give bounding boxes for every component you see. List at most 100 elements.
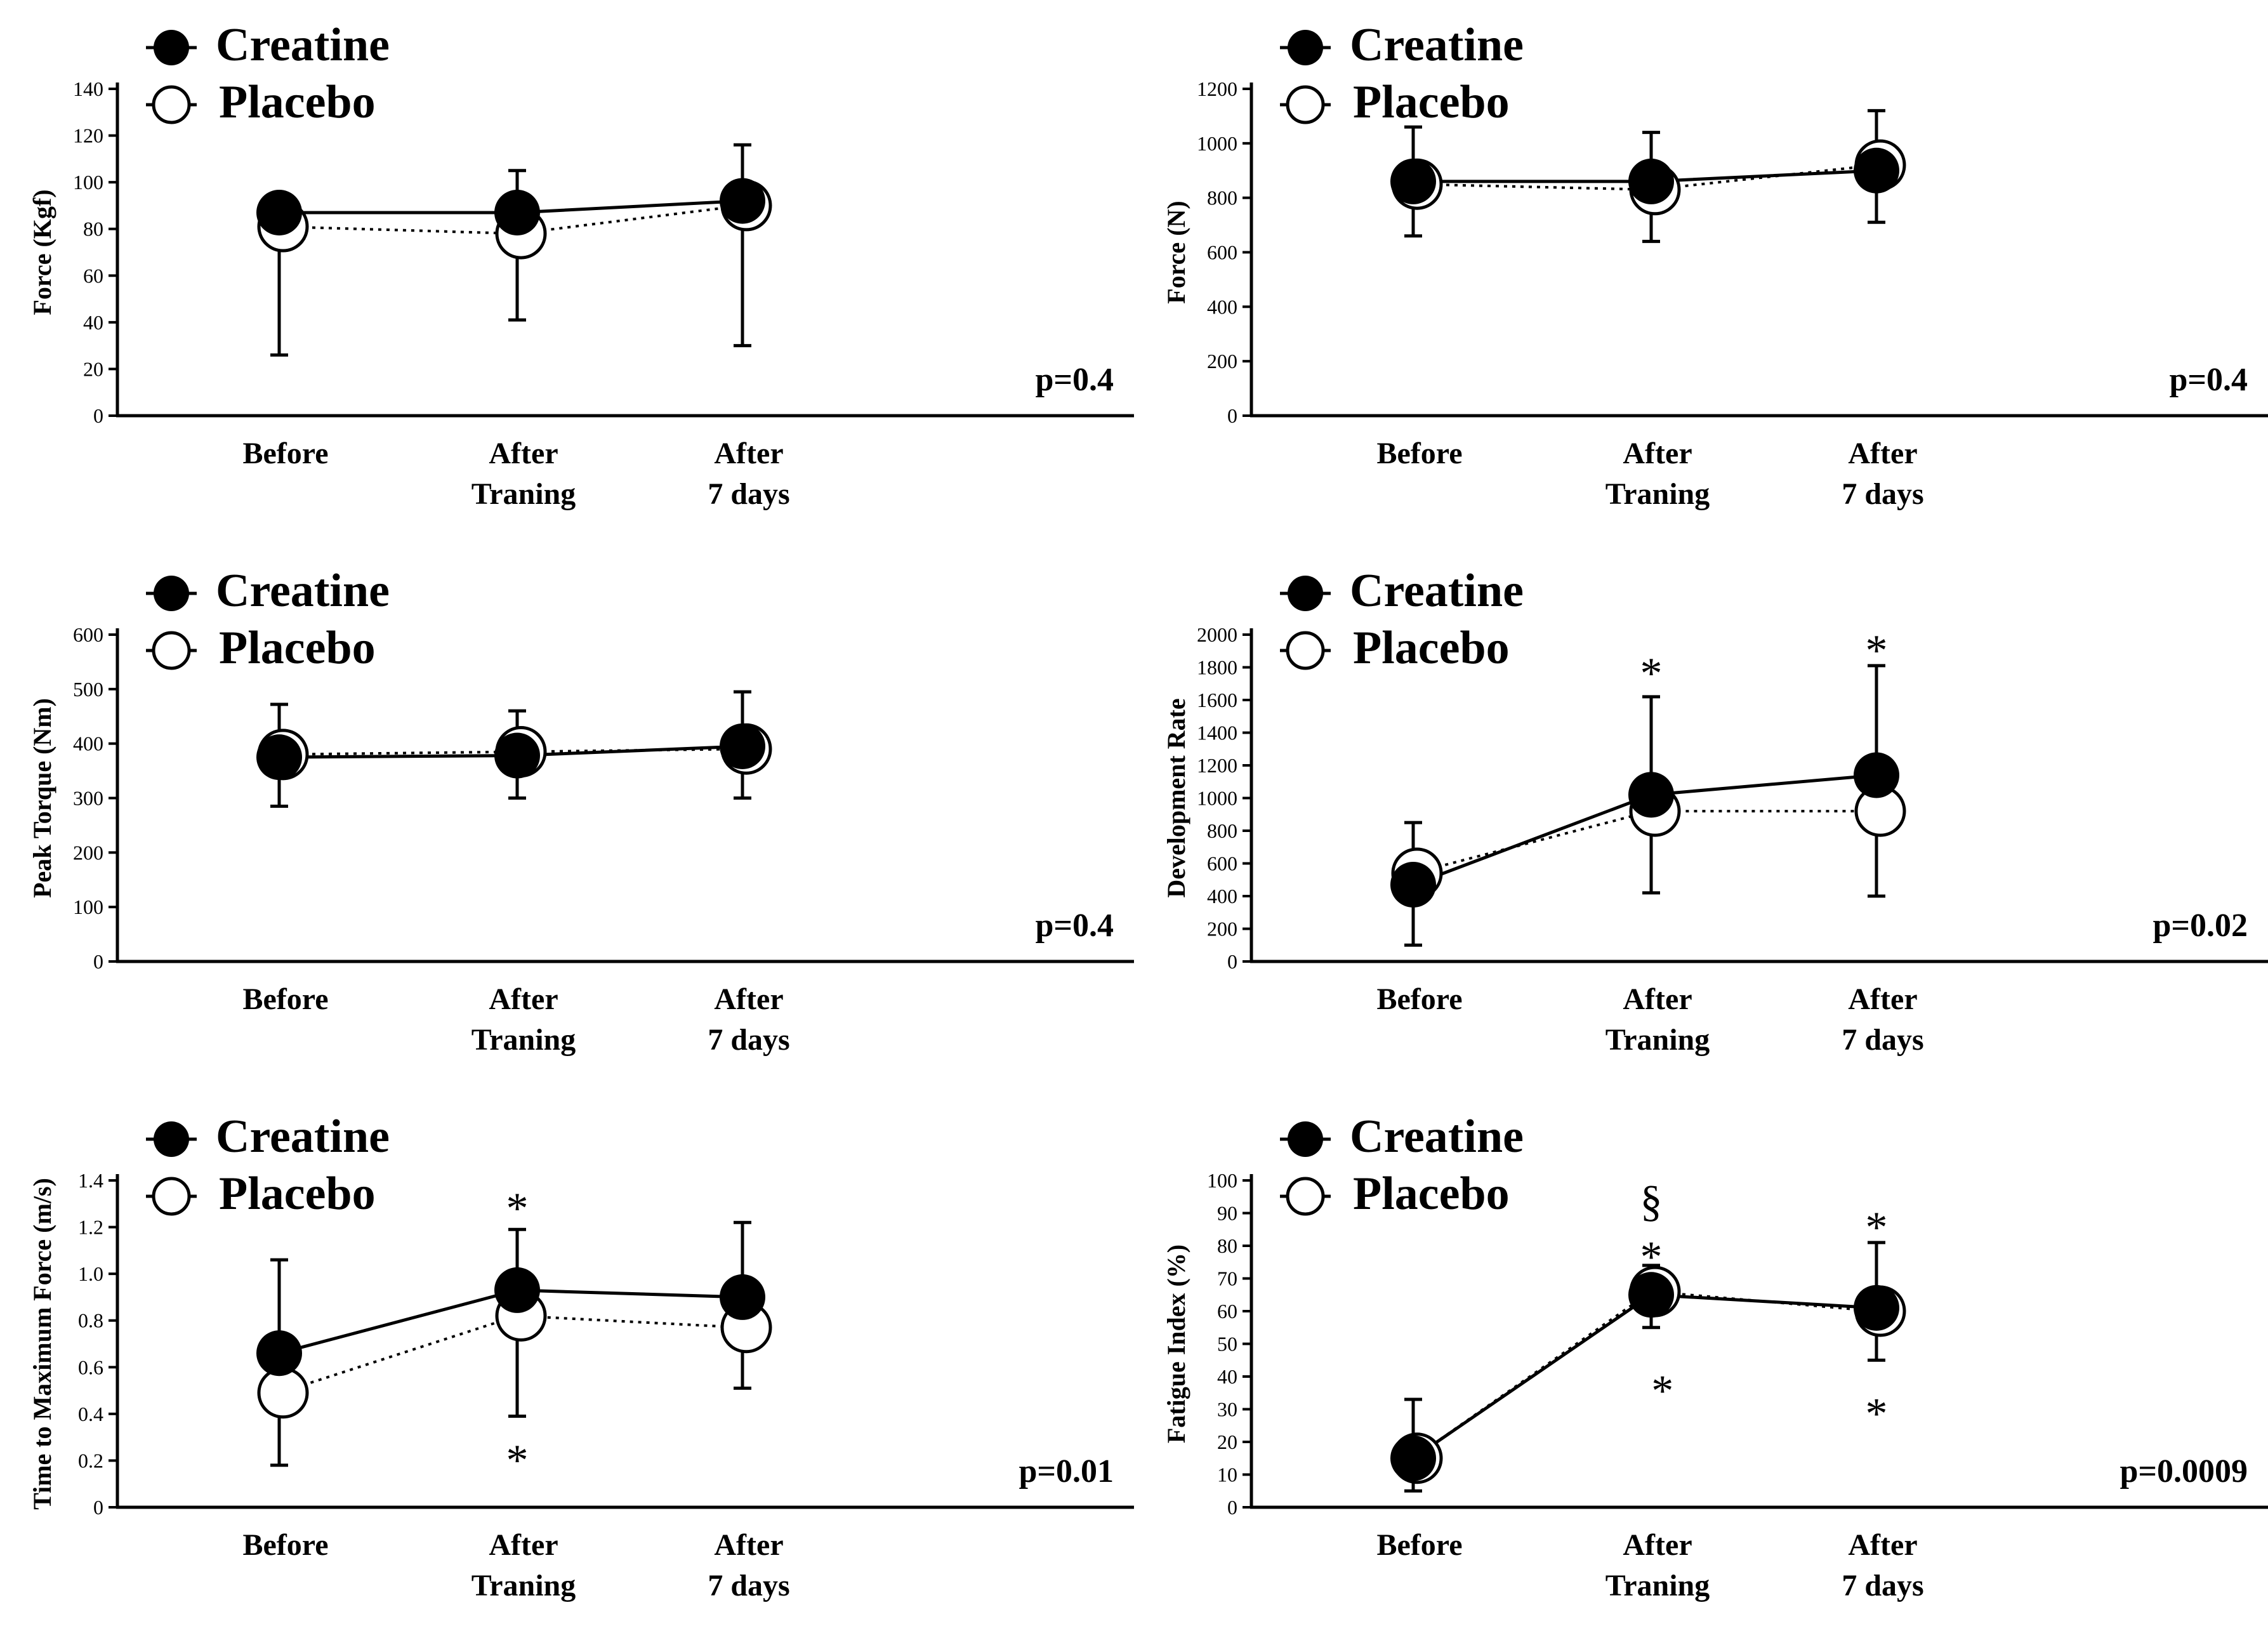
x-tick-label: Before xyxy=(1376,982,1462,1016)
y-tick-label: 1400 xyxy=(1197,722,1237,744)
chart-panel-fatigue-index: Creatine Placebo 0 10 20 30 40 50 60 70 80 90 100 Fat… xyxy=(1134,1092,2268,1637)
p-value: p=0.4 xyxy=(2169,362,2248,398)
y-tick-label: 200 xyxy=(1207,918,1237,941)
legend-placebo-marker xyxy=(152,631,191,670)
x-tick-label: After xyxy=(489,1528,558,1562)
y-tick-label: 40 xyxy=(83,311,103,334)
x-tick-label: Before xyxy=(242,437,328,470)
creatine-series-line xyxy=(1412,1293,1877,1460)
chart-panel-peak-torque: Creatine Placebo 0 100 200 300 400 500 600 Peak T… xyxy=(0,546,1134,1092)
chart-panel-time-to-max-force: Creatine Placebo 0 0.2 0.4 0.6 0.8 1.0 1.2 1.4 Tim… xyxy=(0,1092,1134,1637)
legend-creatine-label: Creatine xyxy=(1350,1111,1524,1163)
y-tick-label: 500 xyxy=(73,678,103,701)
x-tick-label: After xyxy=(714,437,783,470)
y-tick-label: 200 xyxy=(1207,350,1237,373)
chart-panel-development-rate: Creatine Placebo 0 200 400 600 800 1000 1200 1400… xyxy=(1134,546,2268,1092)
x-tick-label: After xyxy=(1623,437,1692,470)
y-tick-label: 60 xyxy=(1217,1300,1237,1323)
legend-creatine-label: Creatine xyxy=(216,19,390,71)
y-tick-label: 0 xyxy=(1227,1496,1237,1519)
legend-placebo-marker xyxy=(1286,1177,1325,1216)
legend-creatine-label: Creatine xyxy=(1350,565,1524,617)
creatine-point xyxy=(720,723,765,769)
y-tick-label: 1800 xyxy=(1197,656,1237,679)
x-tick-label: Traning xyxy=(1605,477,1710,511)
significance-marker: * xyxy=(506,1436,529,1485)
p-value: p=0.02 xyxy=(2153,908,2248,944)
x-tick-label: After xyxy=(1623,982,1692,1016)
legend-creatine-marker xyxy=(154,576,189,611)
legend-creatine-label: Creatine xyxy=(216,1111,390,1163)
y-tick-label: 400 xyxy=(1207,885,1237,908)
y-tick-label: 400 xyxy=(1207,295,1237,318)
x-tick-label: Traning xyxy=(471,477,576,511)
y-tick-label: 20 xyxy=(83,357,103,380)
y-tick-label: 1600 xyxy=(1197,689,1237,711)
legend-creatine-marker xyxy=(1288,30,1323,65)
x-tick-label: After xyxy=(489,437,558,470)
x-tick-label: After xyxy=(1848,1528,1917,1562)
y-tick-label: 0.6 xyxy=(78,1356,103,1378)
x-tick-label: 7 days xyxy=(1842,477,1923,511)
legend-placebo-label: Placebo xyxy=(1353,1168,1510,1220)
creatine-point xyxy=(256,734,302,781)
y-tick-label: 1.2 xyxy=(78,1216,103,1239)
legend-creatine-marker xyxy=(1288,576,1323,611)
x-tick-label: Before xyxy=(1376,1528,1462,1562)
x-tick-label: 7 days xyxy=(708,477,789,511)
significance-marker: * xyxy=(1866,626,1888,675)
y-tick-label: 0 xyxy=(1227,950,1237,973)
legend-creatine-marker xyxy=(1288,1121,1323,1157)
x-tick-label: 7 days xyxy=(1842,1569,1923,1602)
y-tick-label: 50 xyxy=(1217,1333,1237,1356)
y-tick-label: 1.4 xyxy=(78,1169,103,1192)
y-axis-label: Fatigue Index (%) xyxy=(1162,1245,1190,1443)
y-tick-label: 120 xyxy=(73,124,103,147)
x-tick-label: 7 days xyxy=(708,1023,789,1057)
y-tick-label: 60 xyxy=(83,264,103,287)
legend-placebo-label: Placebo xyxy=(219,1168,376,1220)
significance-marker: * xyxy=(1651,1366,1673,1415)
legend-placebo-label: Placebo xyxy=(1353,622,1510,674)
y-tick-label: 0.2 xyxy=(78,1449,103,1472)
y-tick-label: 100 xyxy=(1207,1169,1237,1192)
legend-placebo-label: Placebo xyxy=(219,76,376,128)
legend-placebo-label: Placebo xyxy=(219,622,376,674)
y-tick-label: 70 xyxy=(1217,1267,1237,1290)
y-axis-label: Force (N) xyxy=(1162,201,1190,304)
x-tick-label: After xyxy=(714,982,783,1016)
x-tick-label: 7 days xyxy=(708,1569,789,1602)
creatine-point xyxy=(720,178,765,224)
y-tick-label: 100 xyxy=(73,171,103,194)
x-tick-label: Traning xyxy=(471,1569,576,1602)
placebo-series-line xyxy=(279,204,743,235)
y-tick-label: 1000 xyxy=(1197,132,1237,155)
y-tick-label: 0.8 xyxy=(78,1309,103,1332)
creatine-point xyxy=(1854,147,1899,194)
x-tick-label: After xyxy=(714,1528,783,1562)
y-tick-label: 2000 xyxy=(1197,623,1237,646)
x-tick-label: Before xyxy=(1376,437,1462,470)
significance-marker: * xyxy=(1866,1390,1888,1439)
legend-creatine-marker xyxy=(154,1121,189,1157)
x-tick-label: Before xyxy=(242,982,328,1016)
y-tick-label: 600 xyxy=(73,623,103,646)
y-tick-label: 90 xyxy=(1217,1202,1237,1225)
x-tick-label: 7 days xyxy=(1842,1023,1923,1057)
significance-marker: § xyxy=(1640,1177,1663,1226)
y-tick-label: 10 xyxy=(1217,1463,1237,1486)
y-axis-label: Peak Torque (Nm) xyxy=(28,698,56,898)
y-tick-label: 0.4 xyxy=(78,1403,103,1425)
chart-panel-force-kgf: Creatine Placebo 0 20 40 60 80 100 120 140 Force (… xyxy=(0,0,1134,546)
y-tick-label: 40 xyxy=(1217,1365,1237,1388)
creatine-point xyxy=(720,1274,765,1320)
p-value: p=0.0009 xyxy=(2120,1453,2248,1489)
legend-creatine-marker xyxy=(154,30,189,65)
